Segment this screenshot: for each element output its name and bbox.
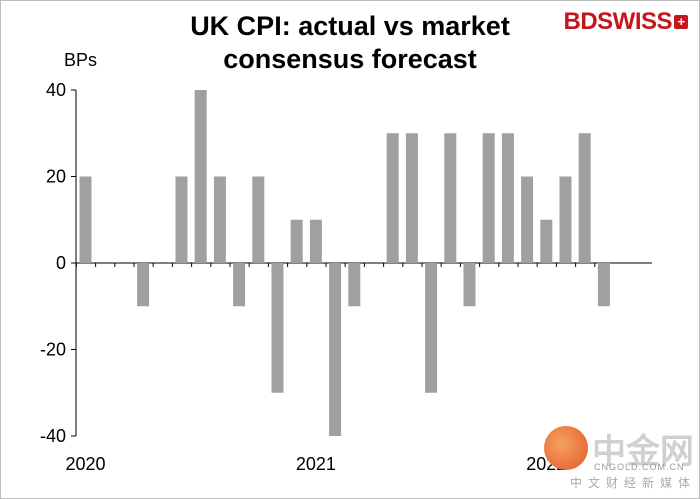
bar [444, 133, 457, 263]
bar [233, 263, 246, 307]
bar [213, 176, 226, 263]
bar [290, 219, 303, 263]
chart-title: UK CPI: actual vs market consensus forec… [160, 10, 540, 76]
bar [578, 133, 591, 263]
cngold-logo-icon [544, 426, 588, 470]
y-axis-label: BPs [64, 50, 98, 70]
x-tick-label: 2020 [65, 454, 105, 474]
y-tick-label: -20 [40, 340, 66, 360]
bar [540, 219, 553, 263]
bar [521, 176, 534, 263]
bar [329, 263, 342, 436]
bdswiss-logo: BDSWISS + [563, 8, 688, 36]
bar [559, 176, 572, 263]
cngold-watermark: 中金网 CNGOLD.COM.CN 中文财经新媒体 [540, 420, 700, 499]
bar [405, 133, 418, 263]
axes [71, 89, 652, 437]
bar [597, 263, 610, 307]
bar [137, 263, 150, 307]
bars [79, 90, 610, 436]
y-tick-label: 40 [46, 80, 66, 100]
chart-title-line-1: UK CPI: actual vs market [190, 11, 510, 41]
bar [463, 263, 476, 307]
y-tick-label: -40 [40, 426, 66, 446]
swiss-cross-icon: + [674, 15, 688, 29]
bar [425, 263, 438, 393]
y-tick-label: 0 [56, 253, 66, 273]
bar [175, 176, 188, 263]
y-tick-label: 20 [46, 167, 66, 187]
bar [252, 176, 265, 263]
bar [194, 90, 207, 263]
bar [386, 133, 399, 263]
bar [79, 176, 92, 263]
chart-title-line-2: consensus forecast [223, 44, 477, 74]
bar [501, 133, 514, 263]
bar [271, 263, 284, 393]
x-tick-label: 2021 [296, 454, 336, 474]
bar [348, 263, 361, 307]
bar [309, 219, 322, 263]
bar [482, 133, 495, 263]
